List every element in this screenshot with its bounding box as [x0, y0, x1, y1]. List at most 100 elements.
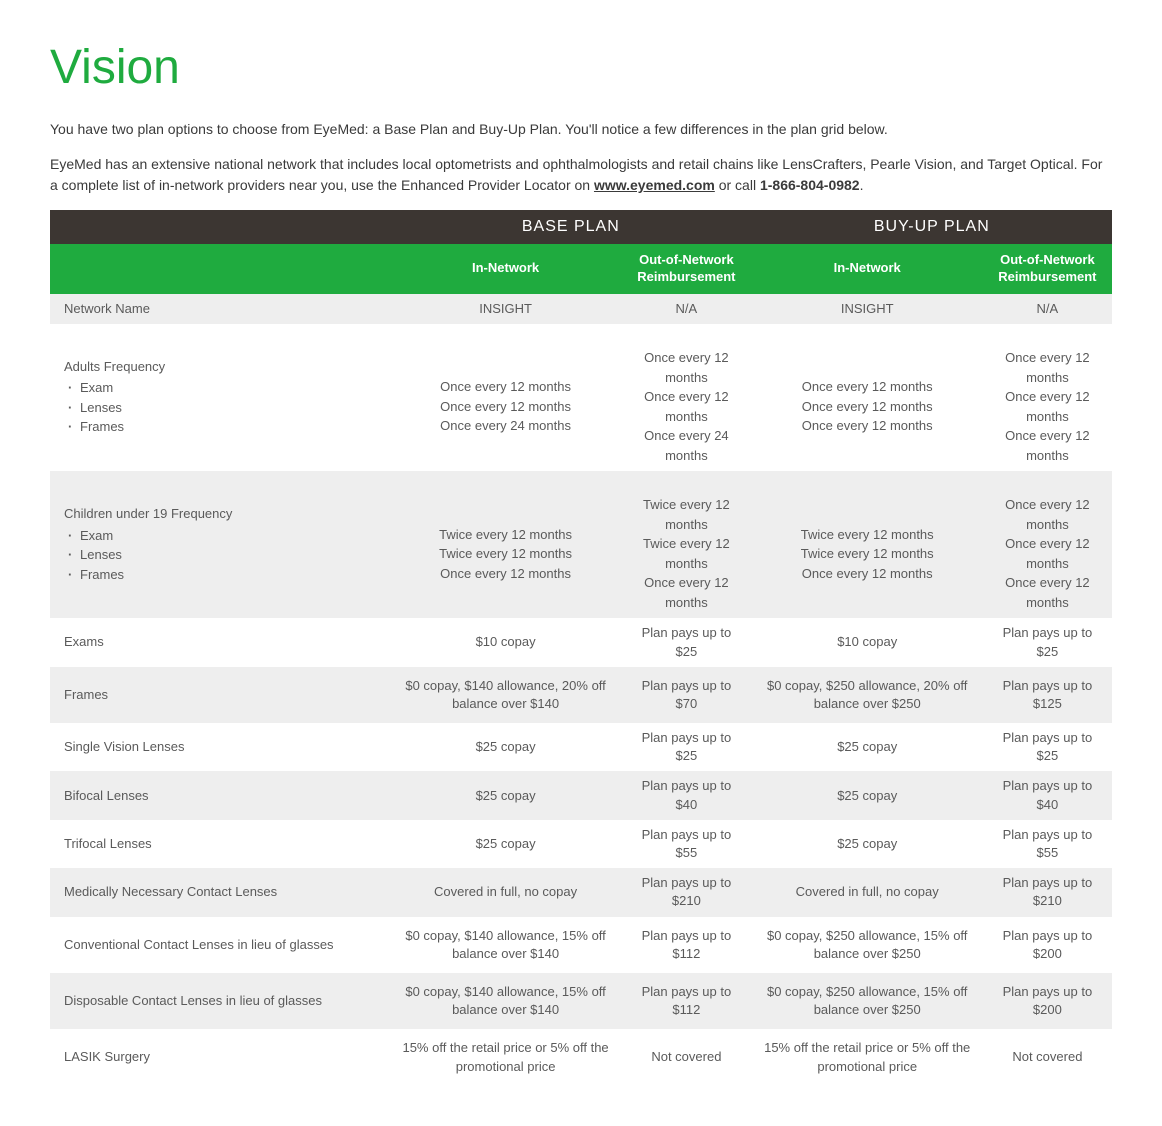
table-cell: Covered in full, no copay	[752, 868, 983, 916]
cell-sub-value: Once every 12 months	[993, 387, 1102, 426]
sub-header-row: In-Network Out-of-NetworkReimbursement I…	[50, 244, 1112, 294]
table-cell: Plan pays up to $200	[983, 917, 1112, 973]
cell-sub-value: Twice every 12 months	[631, 495, 741, 534]
table-cell: Plan pays up to $25	[983, 618, 1112, 666]
table-cell: Once every 12 monthsOnce every 12 months…	[983, 324, 1112, 471]
table-cell: Not covered	[983, 1029, 1112, 1085]
row-label: Children under 19 FrequencyExamLensesFra…	[50, 471, 390, 618]
table-cell: Twice every 12 monthsTwice every 12 mont…	[621, 471, 751, 618]
cell-sub-value: Once every 12 months	[400, 397, 611, 417]
intro-text-b: or call	[715, 177, 760, 193]
table-cell: Plan pays up to $25	[621, 723, 751, 771]
intro-paragraph-1: You have two plan options to choose from…	[50, 119, 1112, 140]
table-row: Bifocal Lenses$25 copay Plan pays up to $…	[50, 771, 1112, 819]
table-cell: Plan pays up to $25	[983, 723, 1112, 771]
table-cell: Plan pays up to $210	[983, 868, 1112, 916]
table-cell: Plan pays up to $55	[983, 820, 1112, 868]
cell-sub-value: Twice every 12 months	[762, 525, 973, 545]
row-sub-label: Lenses	[64, 545, 380, 565]
spacer	[762, 506, 973, 524]
sub-header-blank	[50, 244, 390, 294]
table-cell: $10 copay	[390, 618, 621, 666]
table-row: Disposable Contact Lenses in lieu of gla…	[50, 973, 1112, 1029]
cell-sub-value: Once every 12 months	[762, 564, 973, 584]
row-label: LASIK Surgery	[50, 1029, 390, 1085]
table-cell: N/A	[983, 294, 1112, 324]
base-in-network-header: In-Network	[390, 244, 621, 294]
row-label: Frames	[50, 667, 390, 723]
cell-sub-value: Once every 12 months	[762, 397, 973, 417]
row-sub-label: Frames	[64, 417, 380, 437]
cell-sub-value: Twice every 12 months	[400, 544, 611, 564]
table-row: LASIK Surgery15% off the retail price or…	[50, 1029, 1112, 1085]
cell-sub-value: Once every 12 months	[400, 377, 611, 397]
cell-sub-value: Twice every 12 months	[631, 534, 741, 573]
table-cell: Twice every 12 monthsTwice every 12 mont…	[752, 471, 983, 618]
row-group-label: Children under 19 Frequency	[64, 505, 380, 523]
cell-sub-value: Once every 12 months	[993, 534, 1102, 573]
intro-text: You have two plan options to choose from…	[50, 119, 1112, 196]
table-row: Single Vision Lenses$25 copayPlan pays u…	[50, 723, 1112, 771]
table-cell: Plan pays up to $112	[621, 973, 751, 1029]
table-cell: $10 copay	[752, 618, 983, 666]
table-cell: INSIGHT	[390, 294, 621, 324]
cell-sub-value: Once every 12 months	[400, 564, 611, 584]
row-label: Disposable Contact Lenses in lieu of gla…	[50, 973, 390, 1029]
table-cell: Covered in full, no copay	[390, 868, 621, 916]
table-cell: Plan pays up to $200	[983, 973, 1112, 1029]
table-cell: $25 copay	[752, 723, 983, 771]
table-row: Network NameINSIGHTN/AINSIGHTN/A	[50, 294, 1112, 324]
table-cell: $0 copay, $250 allowance, 20% off balanc…	[752, 667, 983, 723]
table-row: Trifocal Lenses$25 copayPlan pays up to …	[50, 820, 1112, 868]
table-row: Conventional Contact Lenses in lieu of g…	[50, 917, 1112, 973]
table-row: Children under 19 FrequencyExamLensesFra…	[50, 471, 1112, 618]
row-label: Bifocal Lenses	[50, 771, 390, 819]
eyemed-link[interactable]: www.eyemed.com	[594, 177, 715, 193]
table-cell: $0 copay, $250 allowance, 15% off balanc…	[752, 917, 983, 973]
cell-sub-value: Once every 12 months	[762, 377, 973, 397]
table-cell: Plan pays up to $125	[983, 667, 1112, 723]
plan-header-blank	[50, 210, 390, 244]
table-row: Frames$0 copay, $140 allowance, 20% off …	[50, 667, 1112, 723]
spacer	[762, 359, 973, 377]
table-cell: $0 copay, $140 allowance, 15% off balanc…	[390, 973, 621, 1029]
table-cell: 15% off the retail price or 5% off the p…	[390, 1029, 621, 1085]
table-cell: Plan pays up to $40	[983, 771, 1112, 819]
table-cell: $25 copay	[752, 820, 983, 868]
row-label: Adults Frequency ExamLensesFrames	[50, 324, 390, 471]
table-cell: Plan pays up to $25	[621, 618, 751, 666]
table-row: Medically Necessary Contact LensesCovere…	[50, 868, 1112, 916]
table-cell: $25 copay	[390, 771, 621, 819]
table-cell: $0 copay, $140 allowance, 20% off balanc…	[390, 667, 621, 723]
row-label: Conventional Contact Lenses in lieu of g…	[50, 917, 390, 973]
row-group-label: Adults Frequency	[64, 358, 380, 376]
vision-plan-table: BASE PLAN BUY-UP PLAN In-Network Out-of-…	[50, 210, 1112, 1086]
cell-sub-value: Twice every 12 months	[400, 525, 611, 545]
table-cell: INSIGHT	[752, 294, 983, 324]
cell-sub-value: Once every 24 months	[631, 426, 741, 465]
row-sub-label: Exam	[64, 378, 380, 398]
table-cell: $0 copay, $250 allowance, 15% off balanc…	[752, 973, 983, 1029]
row-sub-label: Lenses	[64, 398, 380, 418]
cell-sub-value: Once every 12 months	[993, 426, 1102, 465]
cell-sub-value: Once every 12 months	[993, 573, 1102, 612]
table-cell: Plan pays up to $210	[621, 868, 751, 916]
phone-number: 1-866-804-0982	[760, 177, 860, 193]
spacer	[631, 330, 741, 348]
table-cell: Plan pays up to $112	[621, 917, 751, 973]
table-cell: Plan pays up to $55	[621, 820, 751, 868]
row-label: Network Name	[50, 294, 390, 324]
table-cell: Twice every 12 monthsTwice every 12 mont…	[390, 471, 621, 618]
table-cell: Once every 12 monthsOnce every 12 months…	[621, 324, 751, 471]
table-cell: Once every 12 monthsOnce every 12 months…	[390, 324, 621, 471]
row-label: Exams	[50, 618, 390, 666]
spacer	[400, 506, 611, 524]
row-label: Medically Necessary Contact Lenses	[50, 868, 390, 916]
cell-sub-value: Once every 24 months	[400, 416, 611, 436]
cell-sub-value: Once every 12 months	[993, 495, 1102, 534]
page-title: Vision	[50, 40, 1112, 95]
cell-sub-value: Once every 12 months	[631, 387, 741, 426]
buyup-plan-header: BUY-UP PLAN	[752, 210, 1112, 244]
table-cell: $25 copay	[390, 723, 621, 771]
spacer	[993, 330, 1102, 348]
